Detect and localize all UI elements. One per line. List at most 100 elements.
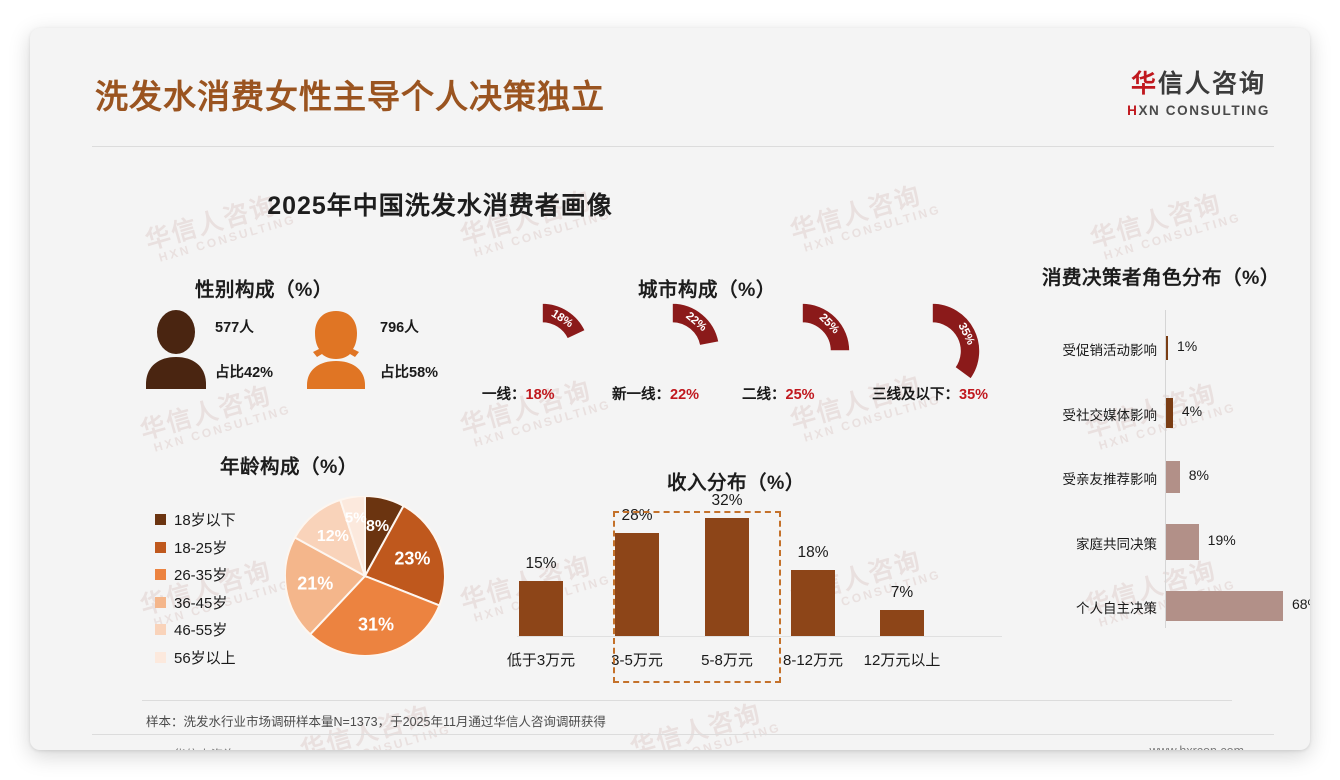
legend-swatch-icon — [155, 596, 166, 608]
legend-swatch-icon — [155, 624, 166, 636]
age-legend-label: 26-35岁 — [174, 567, 228, 585]
legend-swatch-icon — [155, 651, 166, 663]
city-label-新一线: 新一线： — [612, 387, 670, 403]
age-slice-value-56岁以上: 5% — [344, 509, 367, 527]
decision-label-3: 家庭共同决策 — [1076, 537, 1157, 552]
logo-cn-red: 华 — [1131, 70, 1159, 98]
income-value-8-12万元: 18% — [797, 543, 829, 561]
income-bar-3-5万元 — [615, 532, 659, 636]
age-slice-value-26-35岁: 31% — [357, 614, 394, 635]
city-pct-二线: 25% — [785, 387, 815, 403]
decision-bar-0 — [1166, 336, 1168, 360]
decision-value-3: 19% — [1207, 532, 1236, 548]
city-donut-新一线 — [671, 303, 720, 347]
income-panel-title: 收入分布（%） — [667, 472, 805, 494]
city-label-二线: 二线： — [742, 387, 786, 403]
age-legend-label: 36-45岁 — [174, 594, 228, 612]
age-slice-18-25岁 — [363, 504, 446, 607]
logo-en-rest: XN CONSULTING — [1138, 103, 1270, 118]
decision-value-0: 1% — [1177, 338, 1198, 354]
logo-text-cn: 华信人咨询 — [1127, 64, 1270, 100]
income-bar-8-12万元 — [791, 569, 835, 636]
logo-en-red: H — [1127, 103, 1139, 118]
income-category-12万元以上: 12万元以上 — [863, 652, 941, 669]
income-bar-12万元以上 — [880, 610, 924, 636]
decision-value-1: 4% — [1181, 403, 1203, 419]
age-slice-26-35岁 — [308, 574, 441, 657]
age-legend-item: 26-35岁 — [155, 561, 236, 589]
city-pct-一线: 18% — [525, 387, 555, 403]
city-donut-caption: 新一线：22% — [612, 383, 699, 404]
male-share: 占比42% — [215, 365, 274, 381]
city-donut-caption: 三线及以下：35% — [872, 383, 988, 404]
decision-bar-3 — [1166, 524, 1199, 560]
age-legend-item: 36-45岁 — [155, 589, 236, 617]
decision-value-4: 68% — [1291, 596, 1310, 612]
female-share: 占比58% — [380, 365, 439, 381]
income-bar-5-8万元 — [705, 518, 749, 636]
chart-main-title: 2025年中国洗发水消费者画像 — [267, 192, 613, 220]
decision-bar-chart: 受促销活动影响 1% 受社交媒体影响 4% 受亲友推荐影响 8% 家庭共同决策 19% 个人自主… — [1040, 303, 1310, 633]
header-divider — [92, 146, 1274, 147]
decision-label-2: 受亲友推荐影响 — [1062, 472, 1158, 487]
income-category-3-5万元: 3-5万元 — [611, 652, 663, 669]
logo-text-en: HXN CONSULTING — [1127, 103, 1270, 118]
sample-note: 样本：洗发水行业市场调研样本量N=1373，于2025年11月通过华信人咨询调研… — [146, 715, 606, 729]
city-donut-caption: 二线：25% — [742, 383, 815, 404]
page-title: 洗发水消费女性主导个人决策独立 — [95, 78, 605, 115]
age-slice-value-36-45岁: 21% — [297, 573, 334, 594]
decision-label-1: 受社交媒体影响 — [1062, 408, 1158, 423]
income-category-8-12万元: 8-12万元 — [782, 652, 844, 669]
decision-value-2: 8% — [1188, 467, 1209, 483]
slide-canvas: 华信人咨询 HXN CONSULTING 华信人咨询 HXN CONSULTING 华信… — [30, 28, 1310, 750]
income-bar-低于3万元 — [519, 580, 563, 636]
city-panel-title: 城市构成（%） — [638, 279, 776, 301]
legend-swatch-icon — [155, 514, 166, 526]
decision-bar-4 — [1166, 591, 1283, 621]
age-legend-label: 18-25岁 — [174, 539, 228, 557]
decision-label-0: 受促销活动影响 — [1062, 343, 1158, 358]
age-panel-title: 年龄构成（%） — [220, 456, 358, 478]
decision-label-4: 个人自主决策 — [1076, 601, 1157, 616]
legend-swatch-icon — [155, 541, 166, 553]
gender-panel-title: 性别构成（%） — [195, 279, 333, 301]
age-slice-46-55岁 — [293, 498, 367, 579]
logo-cn-rest: 信人咨询 — [1158, 70, 1267, 98]
age-legend-label: 56岁以上 — [174, 649, 236, 667]
income-value-5-8万元: 32% — [711, 492, 743, 509]
city-label-三线及以下: 三线及以下： — [872, 387, 959, 403]
income-category-5-8万元: 5-8万元 — [701, 652, 753, 669]
male-count: 577人 — [215, 320, 254, 336]
income-highlight-box — [613, 511, 781, 683]
age-slice-value-18岁以下: 8% — [365, 518, 390, 536]
city-donut-二线 — [801, 303, 850, 352]
age-legend-item: 46-55岁 — [155, 616, 236, 644]
age-pie-chart — [284, 494, 446, 657]
decision-bar-1 — [1166, 398, 1173, 428]
city-donut-一线 — [541, 303, 587, 341]
female-silhouette-icon — [307, 311, 365, 389]
age-slice-value-18-25岁: 23% — [394, 548, 431, 569]
income-category-低于3万元: 低于3万元 — [506, 652, 576, 669]
decision-bar-2 — [1166, 461, 1180, 493]
city-donut-caption: 一线：18% — [482, 383, 555, 404]
city-donut-三线及以下 — [931, 303, 980, 381]
female-count: 796人 — [380, 320, 419, 336]
income-value-12万元以上: 7% — [890, 584, 914, 602]
income-value-低于3万元: 15% — [525, 554, 557, 572]
male-silhouette-icon — [146, 310, 206, 389]
age-legend-item: 18岁以下 — [155, 506, 236, 534]
copyright-text: ©2026.1 HXR华信人咨询 — [96, 744, 236, 750]
age-slice-36-45岁 — [284, 536, 367, 636]
age-legend-item: 18-25岁 — [155, 534, 236, 562]
age-slice-56岁以上 — [339, 494, 366, 577]
company-logo: 华信人咨询 HXN CONSULTING — [1127, 64, 1270, 118]
website-url: www.hxrcon.com — [1150, 744, 1244, 750]
legend-swatch-icon — [155, 569, 166, 581]
age-legend: 18岁以下 18-25岁 26-35岁 36-45岁 46-55岁 56岁以上 — [155, 506, 236, 671]
age-pie-svg — [284, 494, 446, 657]
age-slice-value-46-55岁: 12% — [316, 528, 349, 546]
age-legend-item: 56岁以上 — [155, 644, 236, 672]
